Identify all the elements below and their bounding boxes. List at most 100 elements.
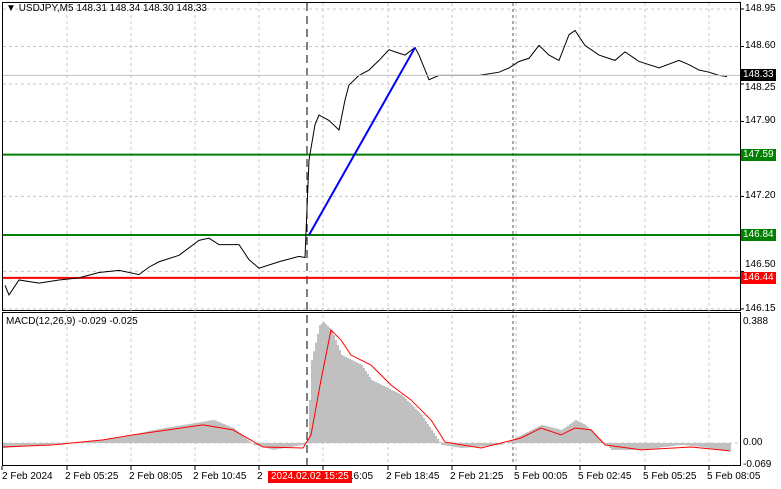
- macd-histogram-bar: [231, 427, 233, 443]
- macd-histogram-bar: [405, 398, 407, 443]
- macd-histogram-bar: [47, 443, 49, 445]
- macd-histogram-bar: [169, 427, 171, 443]
- macd-histogram-bar: [683, 443, 685, 446]
- macd-histogram-bar: [523, 433, 525, 443]
- macd-histogram-bar: [345, 357, 347, 443]
- macd-histogram-bar: [171, 426, 173, 443]
- macd-histogram-bar: [127, 436, 129, 443]
- macd-histogram-bar: [725, 443, 727, 451]
- macd-histogram-bar: [579, 421, 581, 443]
- macd-histogram-bar: [83, 442, 85, 443]
- macd-histogram-bar: [419, 412, 421, 443]
- macd-histogram-bar: [9, 443, 11, 448]
- macd-histogram-bar: [417, 410, 419, 443]
- macd-histogram-bar: [557, 428, 559, 443]
- macd-histogram-bar: [623, 443, 625, 450]
- macd-histogram-bar: [317, 333, 319, 443]
- macd-histogram-bar: [237, 431, 239, 443]
- macd-histogram-bar: [281, 443, 283, 449]
- macd-histogram-bar: [467, 443, 469, 448]
- macd-histogram-bar: [117, 437, 119, 443]
- macd-histogram-bar: [403, 396, 405, 443]
- macd-histogram-bar: [525, 432, 527, 443]
- macd-histogram-bar: [431, 429, 433, 443]
- macd-histogram-bar: [133, 434, 135, 443]
- time-tick-label: 2 Feb 10:45: [193, 471, 247, 482]
- macd-histogram-bar: [533, 428, 535, 443]
- macd-histogram-bar: [563, 428, 565, 443]
- macd-histogram-bar: [333, 335, 335, 443]
- macd-histogram-bar: [695, 443, 697, 447]
- macd-histogram-bar: [113, 438, 115, 443]
- macd-histogram-bar: [459, 443, 461, 448]
- macd-histogram-bar: [291, 443, 293, 447]
- macd-histogram-bar: [677, 443, 679, 446]
- macd-histogram-bar: [369, 376, 371, 443]
- macd-histogram-bar: [633, 443, 635, 450]
- macd-histogram-bar: [141, 432, 143, 443]
- macd-histogram-bar: [489, 443, 491, 446]
- macd-histogram-bar: [123, 437, 125, 443]
- macd-histogram-bar: [219, 422, 221, 443]
- macd-histogram-bar: [41, 443, 43, 446]
- macd-histogram-bar: [635, 443, 637, 450]
- macd-histogram-bar: [641, 443, 643, 450]
- macd-histogram-bar: [383, 385, 385, 443]
- time-tick-label: 5 Feb 00:05: [514, 471, 568, 482]
- macd-histogram-bar: [375, 381, 377, 443]
- macd-histogram-bar: [477, 443, 479, 447]
- macd-histogram-bar: [479, 443, 481, 447]
- macd-histogram-bar: [37, 443, 39, 446]
- macd-histogram-bar: [93, 440, 95, 443]
- macd-histogram-bar: [573, 421, 575, 443]
- macd-histogram-bar: [209, 420, 211, 443]
- macd-histogram-bar: [547, 426, 549, 443]
- macd-histogram-bar: [385, 386, 387, 443]
- macd-histogram-bar: [687, 443, 689, 446]
- macd-histogram-bar: [301, 443, 303, 446]
- macd-histogram-bar: [549, 426, 551, 443]
- macd-histogram-bar: [323, 321, 325, 443]
- macd-histogram-bar: [399, 393, 401, 443]
- macd-histogram-bar: [413, 406, 415, 443]
- dropdown-triangle-icon[interactable]: ▼: [6, 3, 16, 14]
- macd-histogram-bar: [143, 432, 145, 443]
- macd-histogram-bar: [233, 428, 235, 443]
- macd-histogram-bar: [657, 443, 659, 448]
- macd-histogram-bar: [303, 443, 305, 445]
- macd-histogram-bar: [719, 443, 721, 450]
- price-tick-label: 146.15: [745, 302, 776, 314]
- macd-histogram-bar: [651, 443, 653, 449]
- macd-histogram-bar: [57, 443, 59, 444]
- macd-histogram-bar: [363, 367, 365, 443]
- macd-histogram-bar: [567, 425, 569, 443]
- macd-histogram-bar: [659, 443, 661, 448]
- macd-panel-frame: [2, 312, 741, 466]
- macd-histogram-bar: [583, 423, 585, 443]
- macd-histogram-bar: [481, 443, 483, 447]
- macd-histogram-bar: [359, 364, 361, 443]
- macd-histogram-bar: [97, 440, 99, 443]
- macd-histogram-bar: [33, 443, 35, 446]
- macd-histogram-bar: [213, 419, 215, 443]
- macd-histogram-bar: [639, 443, 641, 450]
- macd-histogram-bar: [673, 443, 675, 446]
- macd-histogram-bar: [139, 433, 141, 443]
- macd-histogram-bar: [715, 443, 717, 450]
- macd-histogram-bar: [167, 427, 169, 443]
- macd-histogram-bar: [241, 434, 243, 443]
- macd-histogram-bar: [177, 425, 179, 443]
- macd-histogram-bar: [195, 422, 197, 443]
- macd-histogram-bar: [227, 425, 229, 443]
- macd-histogram-bar: [561, 429, 563, 443]
- macd-histogram-bar: [45, 443, 47, 445]
- macd-histogram-bar: [225, 424, 227, 443]
- level-price-tag: 146.44: [741, 271, 776, 284]
- macd-histogram-bar: [421, 414, 423, 443]
- macd-histogram-bar: [361, 365, 363, 443]
- macd-histogram-bar: [283, 443, 285, 449]
- macd-histogram-bar: [685, 443, 687, 446]
- macd-histogram-bar: [531, 429, 533, 443]
- macd-histogram-bar: [703, 443, 705, 448]
